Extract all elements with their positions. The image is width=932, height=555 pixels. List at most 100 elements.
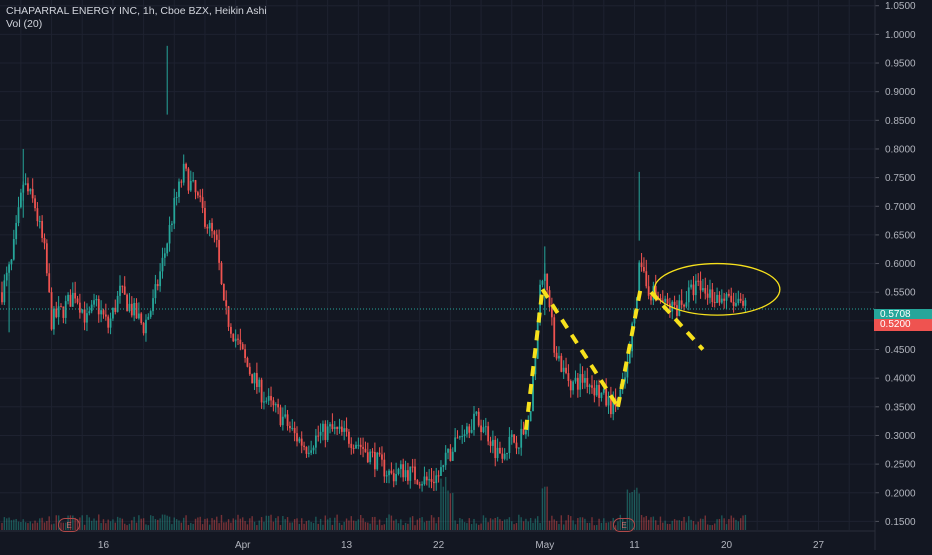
volume-bar: [48, 516, 50, 530]
candle-body: [326, 426, 329, 440]
volume-bar: [289, 522, 291, 530]
candle-body: [50, 292, 53, 330]
volume-bar: [159, 518, 161, 530]
volume-bar: [716, 519, 718, 530]
candle-body: [657, 295, 659, 298]
candle-body: [180, 181, 183, 183]
candle-body: [487, 426, 490, 442]
candle-body: [15, 222, 18, 240]
volume-bar: [378, 519, 381, 530]
candle-body: [305, 446, 308, 454]
volume-bar: [511, 521, 513, 530]
volume-bar: [312, 523, 315, 530]
volume-bar: [468, 518, 470, 530]
volume-bar: [430, 515, 433, 530]
volume-bar: [723, 518, 725, 530]
candle-body: [572, 381, 575, 391]
candle-body: [267, 395, 270, 401]
volume-bar: [584, 518, 586, 530]
candle-body: [638, 262, 641, 298]
candle-body: [333, 426, 336, 430]
candle-body: [135, 302, 138, 319]
volume-bar: [237, 514, 239, 530]
volume-bar: [22, 519, 24, 530]
volume-bar: [647, 519, 650, 530]
volume-bar: [473, 518, 475, 530]
candle-body: [189, 180, 192, 191]
volume-bar: [374, 516, 376, 530]
candle-body: [555, 352, 558, 359]
y-axis-tick-label: 0.4000: [885, 374, 916, 385]
volume-bar: [345, 518, 348, 530]
candle-body: [95, 298, 98, 301]
candle-body: [340, 426, 343, 432]
candle-body: [253, 373, 256, 384]
volume-bar: [645, 515, 647, 530]
earnings-marker-icon[interactable]: E: [613, 518, 635, 532]
volume-bar: [454, 520, 456, 530]
candle-body: [510, 434, 513, 437]
candle-body: [355, 444, 357, 449]
volume-bar: [149, 515, 152, 530]
volume-bar: [90, 520, 93, 530]
candle-body: [376, 452, 379, 470]
candle-body: [324, 423, 327, 440]
candle-body: [246, 358, 249, 367]
volume-bar: [15, 518, 17, 530]
candle-body: [442, 465, 445, 468]
volume-bar: [447, 490, 449, 530]
candle-body: [373, 452, 376, 470]
volume-bar: [513, 524, 515, 530]
candle-body: [447, 448, 449, 453]
volume-bar: [508, 517, 511, 530]
candle-body: [381, 454, 383, 460]
candle-body: [647, 286, 650, 296]
candle-body: [706, 293, 709, 298]
candle-body: [584, 377, 586, 383]
volume-bar: [605, 522, 607, 530]
volume-bar: [293, 519, 296, 530]
candle-body: [60, 306, 62, 308]
candle-body: [331, 424, 334, 430]
x-axis-tick-label: 22: [433, 540, 445, 550]
candle-body: [725, 293, 728, 301]
candle-body: [392, 473, 395, 482]
volume-bar: [695, 524, 697, 530]
volume-bar: [539, 522, 541, 530]
candle-body: [515, 442, 518, 449]
candle-body: [123, 286, 126, 295]
candle-body: [685, 302, 688, 307]
volume-bar: [400, 519, 402, 530]
candle-body: [265, 400, 268, 402]
volume-bar: [383, 524, 386, 530]
volume-bar: [402, 525, 404, 530]
candle-body: [716, 294, 718, 303]
volume-bar: [577, 518, 579, 530]
candle-body: [67, 294, 69, 302]
volume-bar: [185, 515, 187, 530]
candle-body: [550, 307, 553, 318]
candle-body: [142, 322, 145, 334]
candle-body: [69, 294, 72, 307]
candle-body: [17, 207, 20, 223]
earnings-marker-icon[interactable]: E: [58, 518, 80, 532]
volume-bar: [652, 516, 655, 530]
volume-bar: [562, 524, 565, 530]
volume-bar: [487, 522, 489, 530]
candle-body: [525, 430, 527, 435]
candle-body: [364, 448, 367, 453]
candle-body: [43, 237, 46, 244]
volume-bar: [213, 519, 216, 530]
volume-bar: [565, 520, 567, 530]
candle-body: [640, 262, 643, 268]
candle-body: [248, 366, 251, 375]
candle-body: [437, 475, 440, 477]
candle-body: [168, 225, 171, 244]
volume-bar: [355, 521, 357, 530]
candle-body: [215, 234, 218, 240]
volume-bar: [105, 523, 107, 530]
candle-body: [645, 271, 648, 287]
volume-bar: [638, 493, 640, 530]
